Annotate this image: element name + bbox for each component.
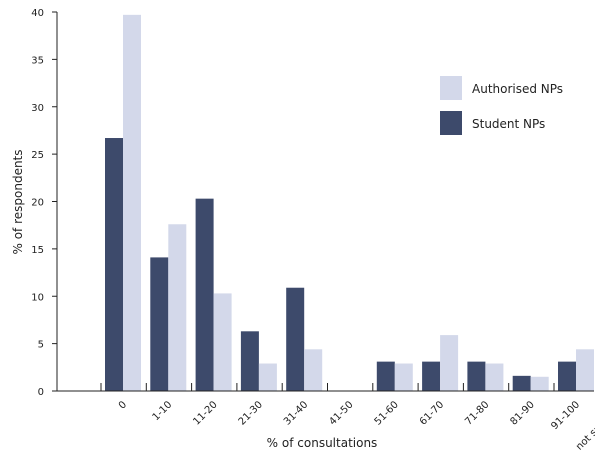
bar-student [105, 138, 123, 391]
x-tick-label: 51-60 [373, 399, 401, 427]
y-tick-label: 10 [31, 292, 44, 303]
legend-label-student: Student NPs [472, 117, 545, 131]
legend: Authorised NPs Student NPs [440, 76, 563, 135]
legend-swatch-authorised [440, 76, 462, 100]
bar-authorised [576, 349, 594, 391]
bar-student [422, 361, 441, 391]
y-tick-label: 0 [38, 387, 44, 398]
bar-student [240, 331, 259, 391]
y-axis-title: % of respondents [11, 149, 25, 254]
bar-student [512, 375, 531, 391]
bar-student [558, 361, 576, 391]
bar-authorised [530, 376, 549, 391]
bars-group [105, 14, 594, 392]
bar-authorised [440, 335, 459, 391]
y-tick-label: 5 [38, 340, 44, 351]
bar-student [467, 361, 486, 391]
legend-label-authorised: Authorised NPs [472, 82, 563, 96]
x-tick-label: 81-90 [508, 399, 536, 427]
bar-authorised [394, 363, 413, 391]
bar-student [376, 361, 395, 391]
bar-authorised [304, 349, 323, 391]
bar-student [150, 257, 169, 391]
y-tick-label: 15 [31, 245, 44, 256]
x-tick-label: 31-40 [282, 399, 310, 427]
x-tick-label: 71-80 [463, 399, 491, 427]
y-tick-label: 25 [31, 150, 44, 161]
y-tick-label: 20 [31, 198, 44, 209]
x-tick-label: 91-100 [549, 399, 582, 432]
y-axis-ticks: 0 5 10 15 20 25 30 35 40 [31, 8, 57, 398]
y-tick-label: 35 [31, 55, 44, 66]
bar-authorised [485, 363, 504, 391]
bar-authorised [258, 363, 277, 391]
bar-authorised [213, 293, 232, 391]
bar-student [195, 198, 214, 391]
y-tick-label: 40 [31, 8, 44, 19]
x-tick-label: 1-10 [151, 399, 175, 423]
bar-student [286, 287, 305, 391]
y-tick-label: 30 [31, 103, 44, 114]
bar-authorised [168, 224, 187, 391]
x-tick-label: 0 [117, 399, 129, 411]
x-tick-label: 61-70 [418, 399, 446, 427]
x-tick-label: 21-30 [237, 399, 265, 427]
x-tick-label: 11-20 [191, 399, 219, 427]
bar-authorised [123, 14, 141, 392]
x-axis-title: % of consultations [267, 436, 378, 450]
legend-swatch-student [440, 111, 462, 135]
x-tick-label: 41-50 [327, 399, 355, 427]
